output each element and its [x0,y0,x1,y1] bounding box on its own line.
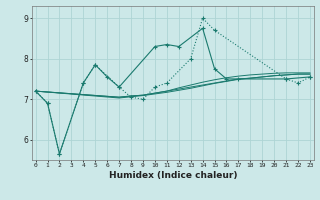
X-axis label: Humidex (Indice chaleur): Humidex (Indice chaleur) [108,171,237,180]
